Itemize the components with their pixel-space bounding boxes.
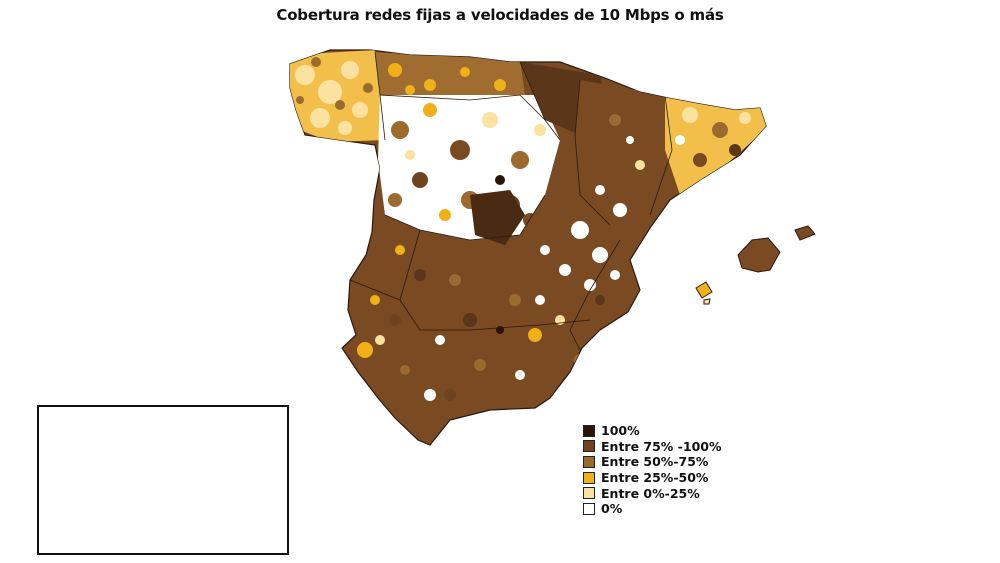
legend-item-0: 0% — [583, 501, 721, 517]
legend-swatch — [583, 487, 595, 500]
legend-swatch — [583, 424, 595, 437]
legend-label: Entre 75% -100% — [601, 438, 722, 454]
legend-item-0-25: Entre 0%-25% — [583, 485, 721, 501]
legend-swatch — [583, 440, 595, 453]
legend-item-75-100: Entre 75% -100% — [583, 439, 721, 455]
galicia-dark-patches — [296, 57, 373, 110]
aragon-patches — [595, 114, 645, 195]
canary-islands-inset-frame — [37, 405, 289, 555]
madrid-region — [470, 190, 525, 245]
north-yellow-patches — [388, 63, 506, 95]
legend-swatch — [583, 502, 595, 515]
region-borders — [349, 51, 673, 361]
east-low-coverage-patches — [535, 203, 627, 305]
legend-label: Entre 50%-75% — [601, 454, 709, 470]
catalonia-region — [665, 95, 766, 195]
legend-item-50-75: Entre 50%-75% — [583, 454, 721, 470]
menorca-island — [794, 225, 816, 241]
ibiza-island — [695, 281, 713, 299]
formentera-island — [703, 298, 711, 305]
legend-label: Entre 25%-50% — [601, 470, 709, 486]
galicia-light-patches — [295, 61, 368, 135]
legend: 100% Entre 75% -100% Entre 50%-75% Entre… — [583, 423, 721, 517]
legend-label: Entre 0%-25% — [601, 485, 700, 501]
legend-swatch — [583, 455, 595, 468]
map-title: Cobertura redes fijas a velocidades de 1… — [276, 6, 724, 24]
mallorca-island — [737, 237, 781, 273]
legend-label: 0% — [601, 501, 623, 517]
legend-label: 100% — [601, 423, 640, 439]
balearic-islands — [695, 225, 816, 305]
legend-swatch — [583, 471, 595, 484]
catalonia-patches — [675, 107, 751, 167]
legend-item-25-50: Entre 25%-50% — [583, 470, 721, 486]
legend-item-100: 100% — [583, 423, 721, 439]
